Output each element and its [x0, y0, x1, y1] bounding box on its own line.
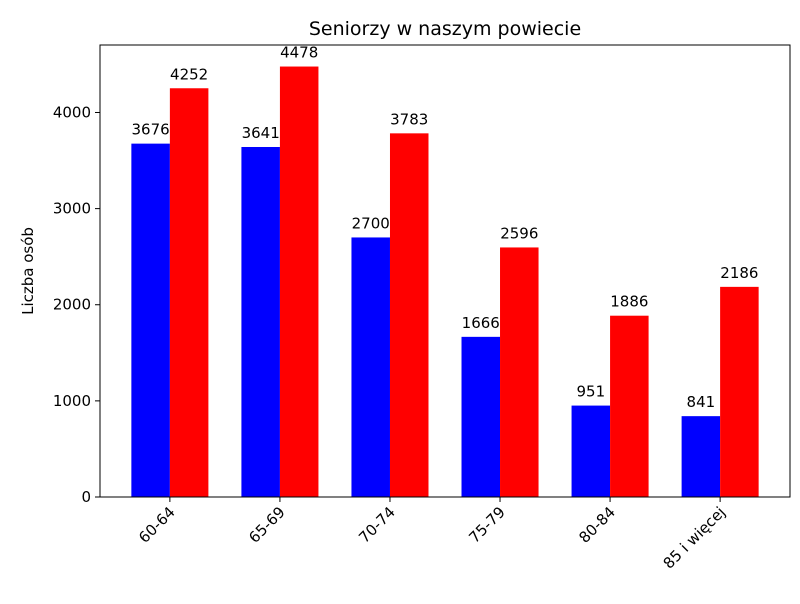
- value-label: 951: [576, 383, 605, 401]
- y-tick-label: 2000: [53, 296, 91, 314]
- x-tick-label: 75-79: [465, 503, 509, 547]
- value-label: 3641: [242, 124, 280, 142]
- chart-title: Seniorzy w naszym powiecie: [309, 18, 581, 40]
- bar: [279, 66, 319, 498]
- bar: [571, 405, 611, 497]
- bar: [131, 143, 170, 497]
- value-label: 3676: [132, 121, 170, 139]
- y-tick-label: 1000: [53, 392, 91, 410]
- value-label: 3783: [390, 110, 428, 128]
- y-tick-label: 4000: [53, 103, 91, 121]
- x-tick-label: 60-64: [135, 503, 179, 547]
- y-tick-label: 3000: [53, 200, 91, 218]
- bar: [351, 237, 390, 497]
- bar: [500, 247, 539, 497]
- value-label: 2700: [352, 214, 390, 232]
- x-tick-label: 85 i więcej: [660, 503, 729, 572]
- bar: [681, 416, 721, 497]
- bar: [720, 286, 759, 497]
- plot-frame: [99, 44, 791, 498]
- bar: [169, 88, 209, 498]
- bar: [610, 315, 649, 497]
- value-label: 2186: [720, 264, 758, 282]
- value-label: 841: [687, 393, 716, 411]
- value-label: 1886: [610, 293, 648, 311]
- bar: [461, 336, 501, 497]
- bar: [241, 146, 280, 497]
- bar: [389, 133, 429, 497]
- x-tick-label: 65-69: [245, 503, 289, 547]
- value-label: 1666: [462, 314, 500, 332]
- x-tick-label: 70-74: [355, 503, 399, 547]
- value-label: 4478: [280, 44, 318, 62]
- x-tick-label: 80-84: [575, 503, 619, 547]
- y-tick-label: 0: [81, 488, 91, 506]
- value-label: 4252: [170, 65, 208, 83]
- y-axis-label: Liczba osób: [19, 227, 37, 315]
- value-label: 2596: [500, 224, 538, 242]
